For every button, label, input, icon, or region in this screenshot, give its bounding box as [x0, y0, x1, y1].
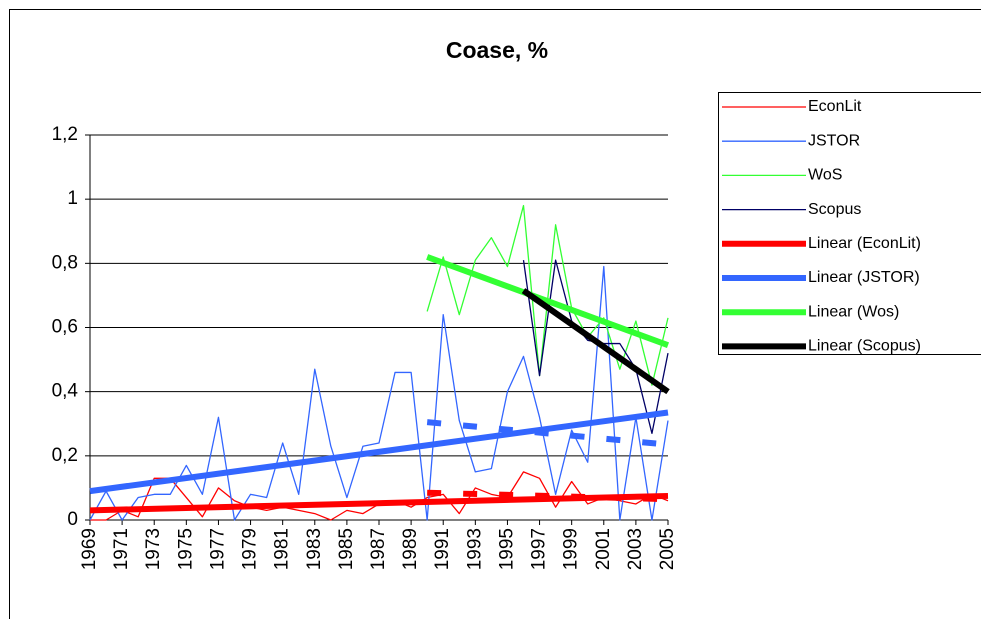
y-tick-label: 0,4 — [52, 381, 79, 402]
y-tick-label: 0 — [67, 509, 78, 530]
x-tick-label: 1979 — [240, 528, 261, 570]
y-tick-label: 0,2 — [52, 445, 78, 466]
x-tick-label: 1985 — [336, 528, 357, 570]
legend-label: Linear (Scopus) — [808, 338, 921, 355]
legend-label: JSTOR — [808, 132, 860, 149]
x-tick-label: 2003 — [625, 528, 646, 570]
chart-title: Coase, % — [446, 37, 548, 63]
y-tick-label: 1 — [67, 188, 78, 209]
series-line — [89, 409, 669, 495]
x-tick-label: 1987 — [368, 528, 389, 570]
x-tick-label: 1989 — [400, 528, 421, 570]
x-tick-label: 1997 — [529, 528, 550, 570]
x-tick-label: 1991 — [432, 528, 453, 570]
x-tick-label: 1993 — [464, 528, 485, 570]
legend-label: Scopus — [808, 201, 861, 218]
series-line — [521, 288, 670, 395]
x-tick-label: 1973 — [143, 528, 164, 570]
legend-label: WoS — [808, 167, 842, 184]
y-tick-label: 0,8 — [52, 252, 78, 273]
y-tick-label: 0,6 — [52, 317, 78, 338]
x-tick-label: 1971 — [111, 528, 132, 570]
x-tick-label: 1983 — [304, 528, 325, 570]
legend: EconLit JSTOR WoS Scopus Linear (EconLit) Lin… — [722, 98, 921, 355]
y-tick-label: 1,2 — [52, 124, 78, 145]
x-tick-label: 1977 — [207, 528, 228, 570]
legend-label: Linear (JSTOR) — [808, 269, 920, 286]
x-tick-label: 1995 — [496, 528, 517, 570]
x-tick-label: 1975 — [175, 528, 196, 570]
x-tick-label: 2005 — [657, 528, 678, 570]
x-tick-label: 1999 — [561, 528, 582, 570]
legend-label: EconLit — [808, 98, 862, 115]
x-tick-label: 1981 — [272, 528, 293, 570]
series-line — [426, 254, 670, 348]
x-tick-label: 2001 — [593, 528, 614, 570]
series-line — [427, 489, 669, 503]
legend-label: Linear (Wos) — [808, 303, 899, 320]
series-line — [89, 265, 669, 521]
x-tick-label: 1969 — [79, 528, 100, 570]
legend-label: Linear (EconLit) — [808, 235, 921, 252]
series-line — [426, 419, 669, 448]
